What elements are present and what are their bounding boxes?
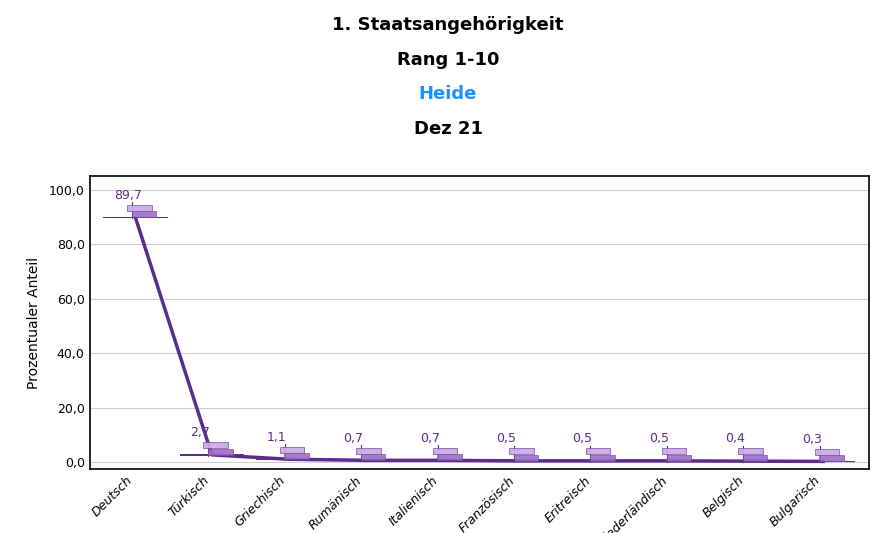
Text: 89,7: 89,7 xyxy=(114,189,142,202)
Text: 0,5: 0,5 xyxy=(573,432,592,445)
Bar xyxy=(409,459,473,461)
Text: 0,3: 0,3 xyxy=(802,433,822,446)
FancyBboxPatch shape xyxy=(738,448,762,455)
FancyBboxPatch shape xyxy=(662,448,686,454)
Text: Rang 1-10: Rang 1-10 xyxy=(397,51,499,69)
FancyBboxPatch shape xyxy=(586,448,610,454)
Bar xyxy=(791,461,856,462)
FancyBboxPatch shape xyxy=(357,448,381,454)
Text: 0,7: 0,7 xyxy=(343,432,363,445)
Bar xyxy=(486,460,549,462)
Bar xyxy=(256,458,321,460)
FancyBboxPatch shape xyxy=(132,212,156,217)
FancyBboxPatch shape xyxy=(513,455,538,461)
FancyBboxPatch shape xyxy=(743,455,768,461)
Y-axis label: Prozentualer Anteil: Prozentualer Anteil xyxy=(27,256,40,389)
FancyBboxPatch shape xyxy=(509,448,534,454)
FancyBboxPatch shape xyxy=(814,449,840,455)
FancyBboxPatch shape xyxy=(280,447,305,453)
Text: 0,4: 0,4 xyxy=(726,432,745,446)
Bar xyxy=(638,460,702,462)
FancyBboxPatch shape xyxy=(820,455,844,461)
Text: Heide: Heide xyxy=(418,85,478,103)
FancyBboxPatch shape xyxy=(361,454,385,460)
FancyBboxPatch shape xyxy=(127,205,151,211)
FancyBboxPatch shape xyxy=(208,449,233,455)
FancyBboxPatch shape xyxy=(590,455,615,461)
Text: 1,1: 1,1 xyxy=(267,431,287,443)
Text: Dez 21: Dez 21 xyxy=(413,120,483,138)
FancyBboxPatch shape xyxy=(433,448,457,454)
Text: 0,5: 0,5 xyxy=(649,432,669,445)
FancyBboxPatch shape xyxy=(285,453,309,459)
FancyBboxPatch shape xyxy=(437,454,461,460)
Bar xyxy=(332,459,397,461)
Text: 2,7: 2,7 xyxy=(191,426,211,439)
Bar xyxy=(180,454,244,456)
Bar xyxy=(562,460,626,462)
Text: 1. Staatsangehörigkeit: 1. Staatsangehörigkeit xyxy=(332,16,564,34)
Bar xyxy=(715,461,779,462)
FancyBboxPatch shape xyxy=(667,455,691,461)
Bar xyxy=(103,217,168,219)
FancyBboxPatch shape xyxy=(203,442,228,448)
Text: 0,7: 0,7 xyxy=(419,432,440,445)
Text: 0,5: 0,5 xyxy=(496,432,516,445)
